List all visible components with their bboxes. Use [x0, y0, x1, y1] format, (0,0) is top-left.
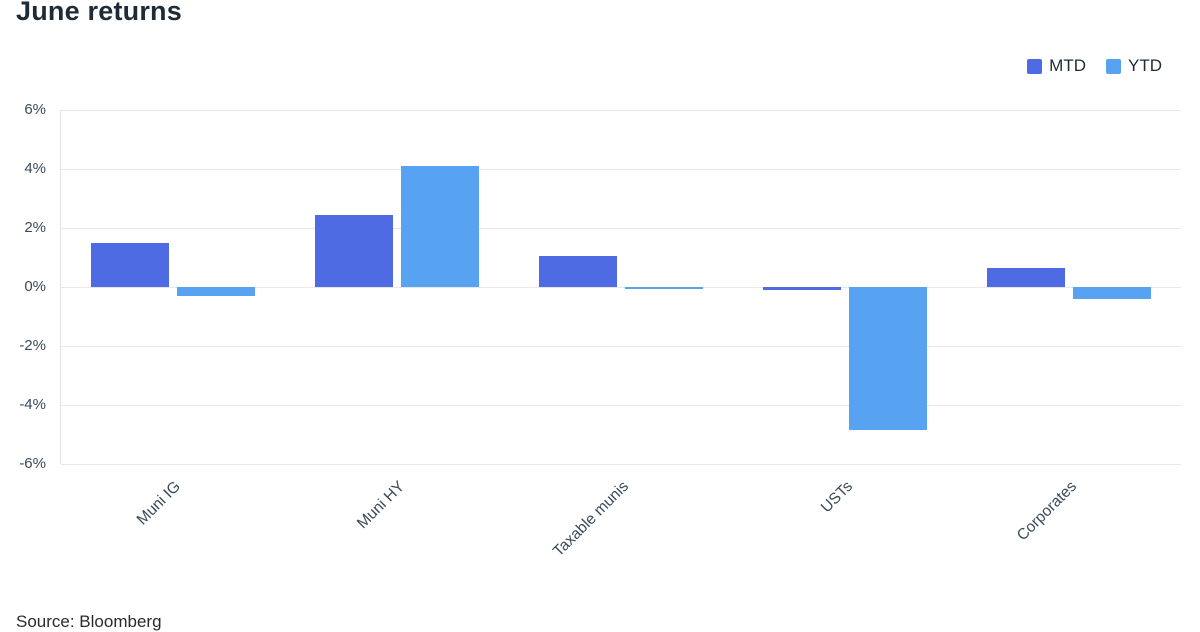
y-tick-label: 6%	[24, 101, 46, 118]
chart-title: June returns	[16, 0, 182, 26]
y-tick-label: -4%	[19, 396, 46, 413]
legend-swatch-mtd	[1027, 58, 1043, 74]
legend-label: YTD	[1128, 56, 1162, 75]
gridline	[61, 169, 1181, 170]
x-tick-label: Muni IG	[133, 478, 185, 529]
legend-label: MTD	[1049, 56, 1086, 75]
x-tick-label: USTs	[817, 478, 857, 517]
x-axis: Muni IG Muni HY Taxable munis USTs Corporate…	[60, 464, 1180, 624]
bar-ytd-corporates	[1073, 287, 1151, 299]
gridline	[61, 464, 1181, 465]
bar-mtd-corporates	[987, 267, 1065, 287]
x-tick-label: Corporates	[1013, 478, 1081, 545]
bar-ytd-taxable-munis	[625, 287, 703, 289]
gridline	[61, 110, 1181, 111]
gridline	[61, 346, 1181, 347]
y-tick-label: -6%	[19, 455, 46, 472]
source-note: Source: Bloomberg	[16, 612, 162, 631]
bar-mtd-muni-hy	[315, 214, 393, 287]
bar-ytd-muni-ig	[177, 287, 255, 296]
gridline	[61, 287, 1181, 288]
y-tick-label: 0%	[24, 278, 46, 295]
plot-area	[60, 110, 1181, 465]
y-tick-label: 4%	[24, 160, 46, 177]
gridline	[61, 228, 1181, 229]
bar-ytd-muni-hy	[401, 166, 479, 287]
gridline	[61, 405, 1181, 406]
y-axis: 6% 4% 2% 0% -2% -4% -6%	[0, 101, 50, 472]
bar-mtd-muni-ig	[91, 242, 169, 287]
bar-mtd-taxable-munis	[539, 256, 617, 287]
y-tick-label: 2%	[24, 219, 46, 236]
bar-mtd-usts	[763, 287, 841, 290]
x-tick-label: Muni HY	[353, 478, 409, 533]
x-tick-label: Taxable munis	[549, 478, 633, 561]
y-tick-label: -2%	[19, 337, 46, 354]
legend-item-mtd[interactable]: MTD	[1027, 56, 1086, 76]
legend: MTD YTD	[1027, 56, 1162, 76]
legend-swatch-ytd	[1106, 58, 1121, 74]
legend-item-ytd[interactable]: YTD	[1106, 56, 1162, 76]
bar-ytd-usts	[849, 287, 927, 431]
